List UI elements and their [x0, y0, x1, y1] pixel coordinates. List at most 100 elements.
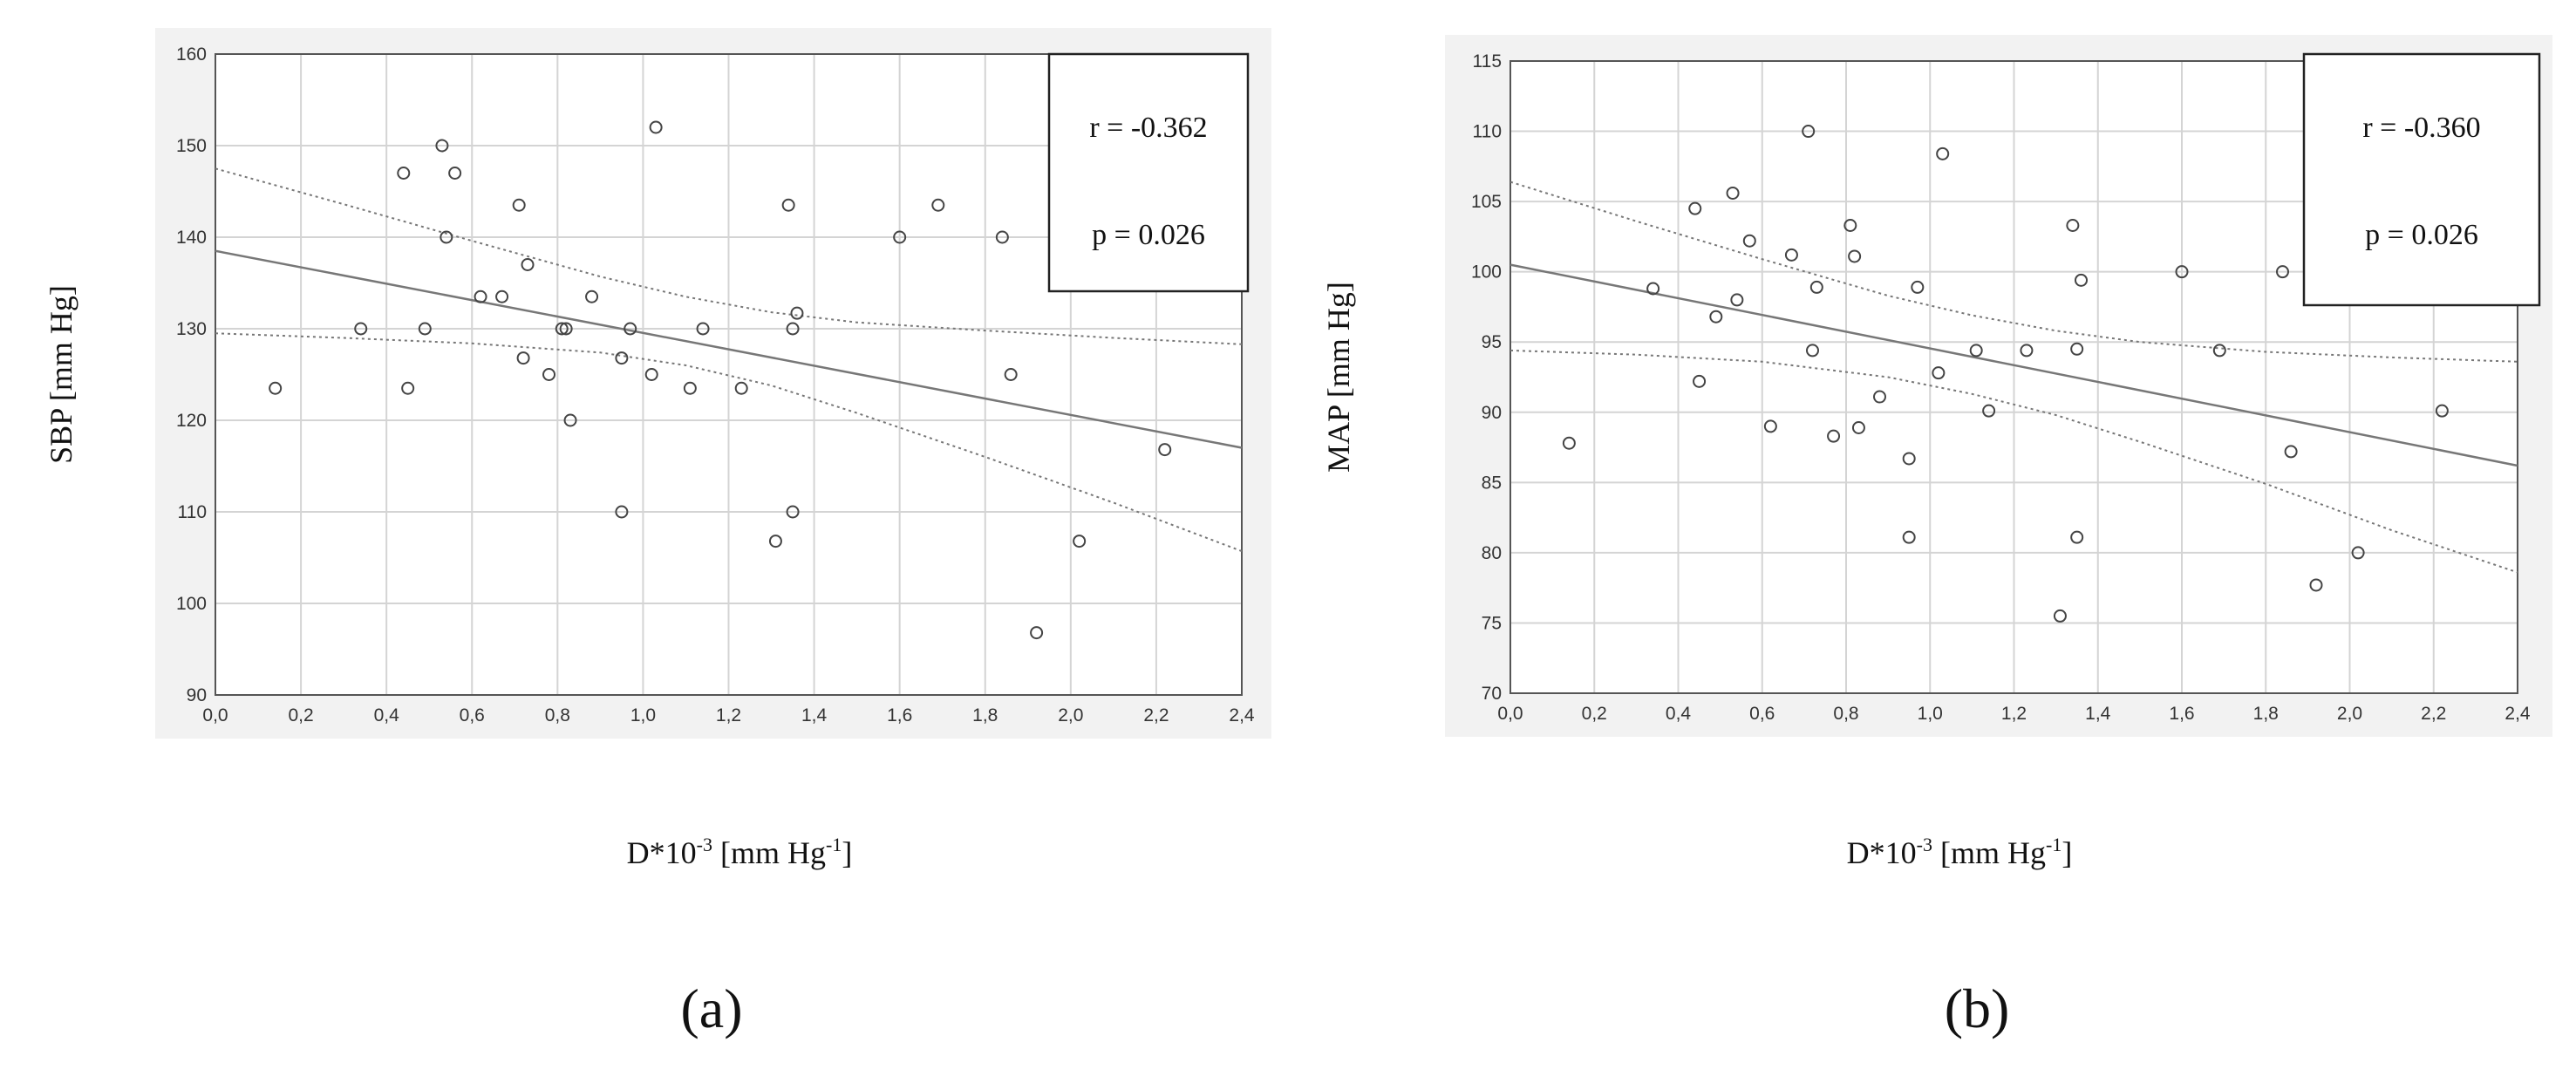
data-point — [1693, 374, 1707, 388]
confidence-band-upper — [1509, 180, 2518, 363]
data-point — [786, 322, 800, 336]
confidence-band-upper — [215, 167, 1243, 345]
y-tick-label: 110 — [1473, 122, 1502, 142]
data-point — [1158, 443, 1172, 457]
data-point — [1982, 404, 1996, 418]
x-axis-label-superscript: -3 — [697, 834, 712, 855]
data-point — [1073, 535, 1087, 548]
data-point — [2020, 344, 2034, 358]
x-tick-label: 0,2 — [288, 705, 313, 725]
data-point — [1873, 390, 1886, 404]
x-tick-label: 0,2 — [1582, 704, 1607, 724]
data-point — [1709, 310, 1723, 324]
y-tick-label: 140 — [176, 228, 207, 248]
y-tick-label: 80 — [1482, 543, 1502, 563]
y-tick-label: 110 — [178, 502, 207, 522]
y-tick-label: 90 — [1482, 403, 1502, 423]
data-point — [781, 198, 795, 212]
data-point — [1969, 344, 1983, 358]
data-point — [683, 381, 697, 395]
data-point — [696, 322, 710, 336]
data-point — [435, 139, 449, 153]
x-tick-label: 2,4 — [1229, 705, 1255, 725]
y-tick-label: 130 — [176, 319, 207, 339]
data-point — [474, 289, 487, 303]
data-point — [1843, 219, 1857, 232]
chart-panel-a: 0,0 0,2 0,4 0,6 0,8 1,0 1,2 1,4 1,6 1,8 2,0 2,2 2,4 9… — [44, 28, 1271, 1039]
data-point — [1827, 429, 1841, 443]
data-point — [768, 535, 782, 548]
data-point — [1806, 344, 1819, 358]
data-point — [1030, 626, 1044, 640]
plot-frame — [215, 53, 1243, 696]
x-axis-label-part: ] — [842, 835, 852, 870]
data-point — [2070, 342, 2084, 356]
confidence-band-lower — [1509, 349, 2518, 574]
data-point — [418, 322, 432, 336]
y-tick-label: 100 — [176, 594, 207, 614]
data-point — [649, 120, 663, 134]
data-point — [2066, 219, 2080, 232]
x-tick-label: 2,2 — [2421, 704, 2446, 724]
x-tick-label: 1,0 — [1918, 704, 1943, 724]
data-point — [2070, 530, 2084, 544]
x-axis-label-superscript: -1 — [2046, 834, 2061, 855]
data-point — [512, 198, 526, 212]
data-point — [397, 167, 411, 180]
y-tick-label: 85 — [1482, 473, 1502, 493]
data-point — [516, 351, 530, 365]
data-point — [542, 368, 556, 381]
x-axis-label-part: D*10 — [627, 835, 697, 870]
panel-label-a: (a) — [680, 977, 743, 1039]
x-axis-label-superscript: -1 — [826, 834, 842, 855]
data-point — [1848, 249, 1862, 263]
x-tick-label: 0,0 — [202, 705, 228, 725]
x-axis-label-part: D*10 — [1847, 835, 1917, 870]
x-tick-label: 0,4 — [1666, 704, 1692, 724]
panel-label-b: (b) — [1944, 977, 2010, 1039]
data-point — [1932, 366, 1946, 380]
data-point — [1763, 419, 1777, 433]
data-point — [2284, 445, 2298, 459]
chart-a-svg: 0,0 0,2 0,4 0,6 0,8 1,0 1,2 1,4 1,6 1,8 2,0 2,2 2,4 9… — [44, 28, 1271, 870]
data-point — [734, 381, 748, 395]
data-point — [559, 322, 573, 336]
x-tick-label: 1,2 — [2001, 704, 2027, 724]
data-point — [995, 230, 1009, 244]
data-point — [585, 289, 599, 303]
x-tick-label: 0,0 — [1497, 704, 1523, 724]
stat-r-value: r = -0.360 — [2362, 112, 2480, 144]
y-tick-label: 100 — [1471, 262, 1502, 283]
plot-frame — [1509, 60, 2518, 694]
y-axis-label: MAP [mm Hg] — [1321, 282, 1356, 473]
regression-line — [1509, 263, 2518, 467]
data-point — [1851, 421, 1865, 434]
data-point — [2212, 344, 2226, 358]
data-point — [555, 322, 569, 336]
data-point — [644, 368, 658, 381]
y-tick-label: 115 — [1473, 51, 1502, 72]
data-point — [1902, 452, 1916, 466]
x-tick-label: 1,4 — [2085, 704, 2111, 724]
regression-line — [215, 249, 1243, 449]
y-tick-label: 95 — [1482, 332, 1502, 352]
x-tick-label: 2,0 — [1058, 705, 1083, 725]
y-tick-label: 75 — [1482, 613, 1502, 633]
x-tick-label: 1,6 — [2169, 704, 2194, 724]
x-tick-label: 2,4 — [2504, 704, 2531, 724]
x-tick-label: 0,8 — [1833, 704, 1858, 724]
stat-p-value: p = 0.026 — [2365, 219, 2478, 251]
data-point — [2435, 404, 2449, 418]
data-point — [1646, 282, 1660, 296]
data-point — [2175, 265, 2189, 279]
x-tick-label: 1,8 — [2253, 704, 2279, 724]
y-tick-label: 120 — [176, 411, 207, 431]
x-axis-label-part: [mm Hg — [1932, 835, 2046, 870]
data-point — [931, 198, 945, 212]
stats-box — [1047, 52, 1250, 293]
data-point — [1902, 530, 1916, 544]
data-point — [521, 258, 535, 271]
stats-box — [2302, 52, 2541, 307]
x-axis-label-superscript: -3 — [1917, 834, 1932, 855]
x-tick-label: 0,8 — [545, 705, 570, 725]
